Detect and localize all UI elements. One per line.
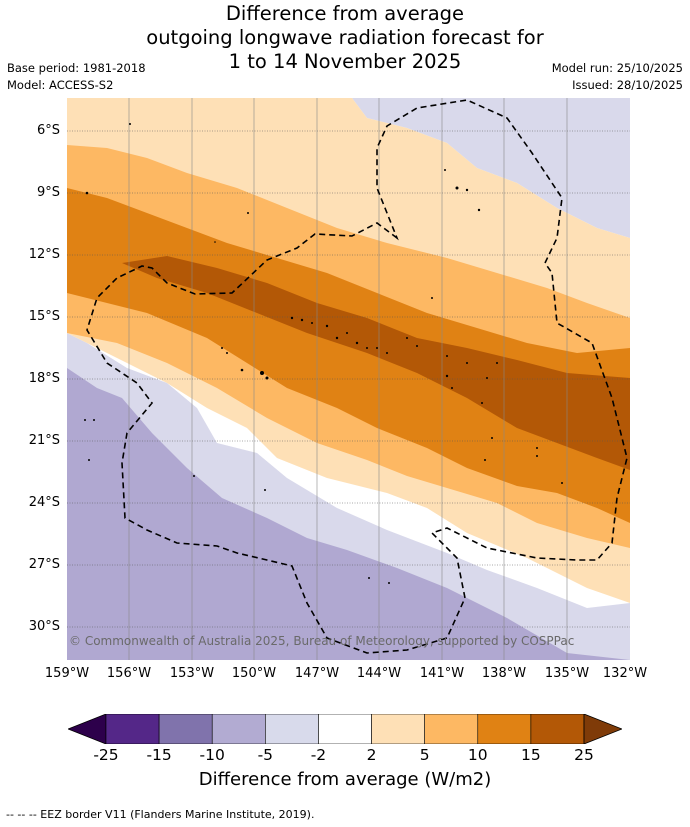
lat-label: 6°S <box>36 123 60 138</box>
model-name: Model: ACCESS-S2 <box>7 78 114 92</box>
colorbar-tick-label: 15 <box>521 746 541 764</box>
meta-right: Model run: 25/10/2025 Issued: 28/10/2025 <box>552 60 683 94</box>
colorbar-extend-max <box>583 713 624 745</box>
lat-label: 30°S <box>28 619 60 634</box>
lon-label: 159°W <box>44 666 90 681</box>
anomaly-map <box>67 98 630 660</box>
colorbar-segment <box>424 713 479 745</box>
lat-label: 12°S <box>28 247 60 262</box>
colorbar-segment <box>105 713 160 745</box>
lat-label: 24°S <box>28 495 60 510</box>
colorbar-tick-label: -2 <box>310 746 327 764</box>
colorbar-label: Difference from average (W/m2) <box>198 769 492 790</box>
colorbar-tick-label: 5 <box>419 746 430 764</box>
colorbar-segment <box>158 713 213 745</box>
lon-label: 141°W <box>419 666 465 681</box>
eez-border <box>86 99 628 654</box>
eez-legend-note: -- -- -- EEZ border V11 (Flanders Marine… <box>6 808 315 821</box>
lat-label: 15°S <box>28 309 60 324</box>
base-period: Base period: 1981-2018 <box>7 61 146 75</box>
lat-label: 21°S <box>28 433 60 448</box>
colorbar-tick-label: -15 <box>146 746 172 764</box>
title-line-1: Difference from average <box>225 2 465 25</box>
colorbar-graphic <box>66 713 624 745</box>
colorbar-tick-label: -10 <box>199 746 225 764</box>
colorbar-tick-label: -5 <box>257 746 274 764</box>
colorbar-tick-label: -25 <box>93 746 119 764</box>
colorbar-tick-label: 25 <box>574 746 594 764</box>
colorbar-segment <box>318 713 372 745</box>
colorbar-segment <box>371 713 425 745</box>
copyright-notice: © Commonwealth of Australia 2025, Bureau… <box>69 634 575 648</box>
map-panel <box>67 98 630 660</box>
colorbar-segment <box>211 713 266 745</box>
lat-label: 27°S <box>28 557 60 572</box>
lon-label: 132°W <box>602 666 648 681</box>
lon-label: 150°W <box>231 666 277 681</box>
issued-date: Issued: 28/10/2025 <box>572 78 683 92</box>
colorbar-segment <box>477 713 532 745</box>
lon-label: 144°W <box>356 666 402 681</box>
lon-label: 156°W <box>106 666 152 681</box>
islands <box>84 123 563 584</box>
lat-label: 9°S <box>36 185 60 200</box>
colorbar-tick-label: 2 <box>366 746 377 764</box>
chart-title: Difference from average outgoing longwav… <box>0 2 690 74</box>
colorbar-segment <box>265 713 319 745</box>
title-line-3: 1 to 14 November 2025 <box>228 50 462 73</box>
band-very-strong-positive <box>122 256 630 470</box>
model-run: Model run: 25/10/2025 <box>551 61 683 75</box>
lon-label: 135°W <box>544 666 590 681</box>
lat-label: 18°S <box>28 371 60 386</box>
colorbar-extend-min <box>66 713 107 745</box>
band-weak-negative-north <box>352 98 630 238</box>
colorbar-segment <box>530 713 585 745</box>
lon-label: 153°W <box>169 666 215 681</box>
colorbar-tick-label: 10 <box>467 746 488 764</box>
lon-label: 147°W <box>294 666 340 681</box>
colorbar <box>66 713 624 745</box>
title-line-2: outgoing longwave radiation forecast for <box>146 26 544 49</box>
lon-label: 138°W <box>481 666 527 681</box>
meta-left: Base period: 1981-2018 Model: ACCESS-S2 <box>7 60 146 94</box>
